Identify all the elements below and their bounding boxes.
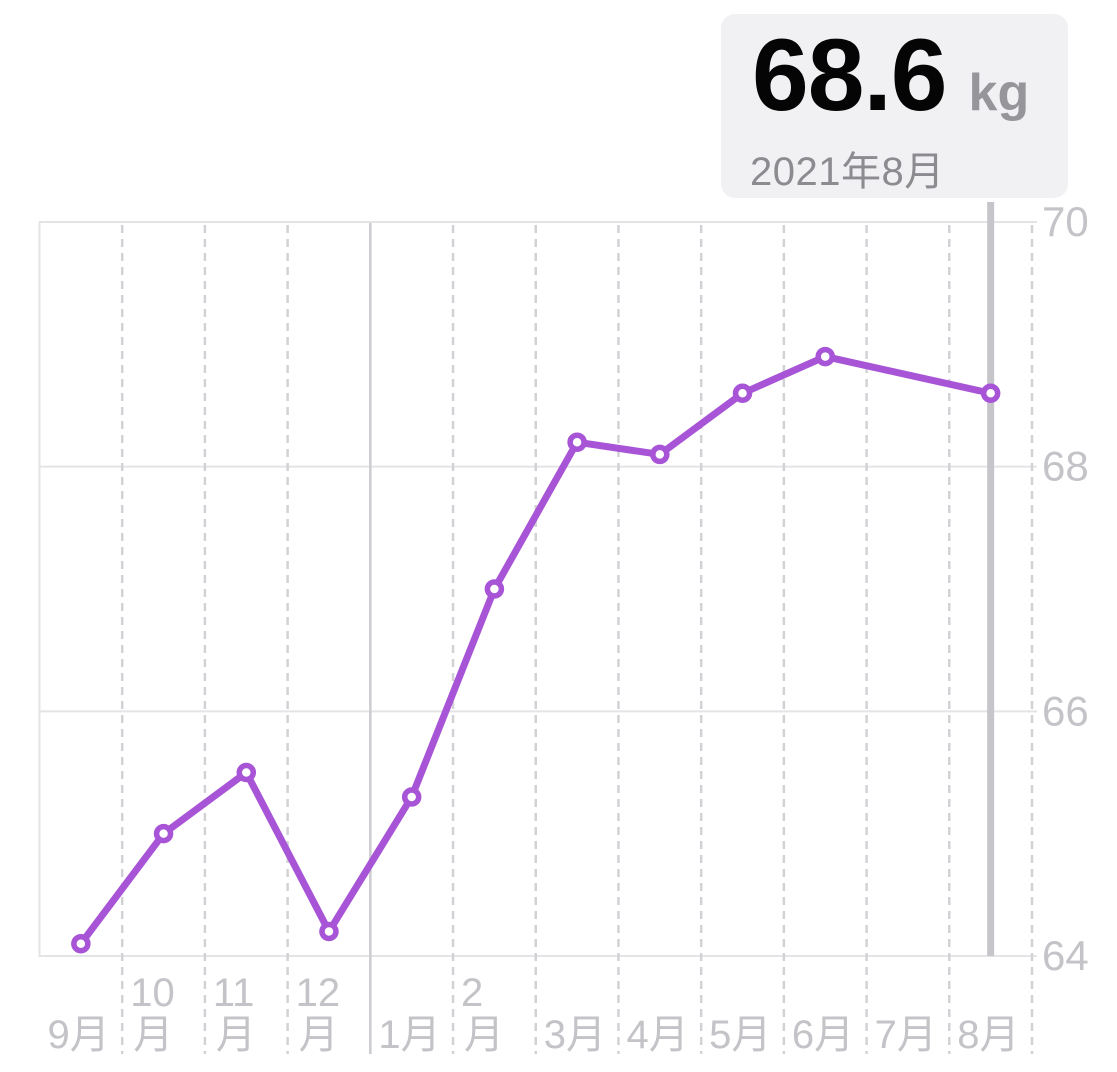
x-tick-label: 7月 [875,1013,937,1057]
selected-data-point-marker[interactable] [980,383,1001,404]
x-tick-label: 月 [464,1013,504,1057]
data-point-marker[interactable] [650,444,670,465]
selected-period-label: 2021年8月 [750,150,945,194]
data-point-marker[interactable] [567,432,587,452]
data-point-marker[interactable] [319,921,339,942]
x-tick-label: 8月 [957,1013,1019,1057]
selected-weight-readout: 68.6 kg [752,24,1029,126]
x-tick-label: 2 [461,971,483,1015]
data-point-marker[interactable] [401,787,422,807]
x-tick-label: 月 [216,1013,256,1057]
selected-weight-unit: kg [968,64,1030,122]
x-tick-label: 4月 [626,1013,688,1057]
x-tick-label: 3月 [544,1013,606,1057]
x-tick-label: 月 [299,1013,339,1057]
x-tick-label: 5月 [709,1013,771,1057]
y-tick-label: 64 [1042,932,1089,979]
data-point-marker[interactable] [815,346,835,367]
x-tick-label: 9月 [48,1013,110,1057]
selected-value-callout: 68.6 kg 2021年8月 [721,14,1068,198]
y-tick-label: 66 [1042,687,1089,734]
data-point-marker[interactable] [732,383,753,404]
x-tick-label: 10 [130,971,175,1015]
x-tick-label: 月 [133,1013,173,1057]
data-point-marker[interactable] [484,579,505,599]
selected-weight-value: 68.6 [752,18,948,132]
data-point-marker[interactable] [71,934,91,954]
data-point-marker[interactable] [153,823,174,844]
y-tick-label: 68 [1042,443,1089,490]
x-tick-label: 12 [296,971,341,1015]
y-tick-label: 70 [1042,198,1089,245]
x-tick-label: 6月 [792,1013,854,1057]
x-tick-label: 11 [213,971,255,1015]
data-point-marker[interactable] [236,762,257,783]
x-tick-label: 1月 [378,1013,440,1057]
